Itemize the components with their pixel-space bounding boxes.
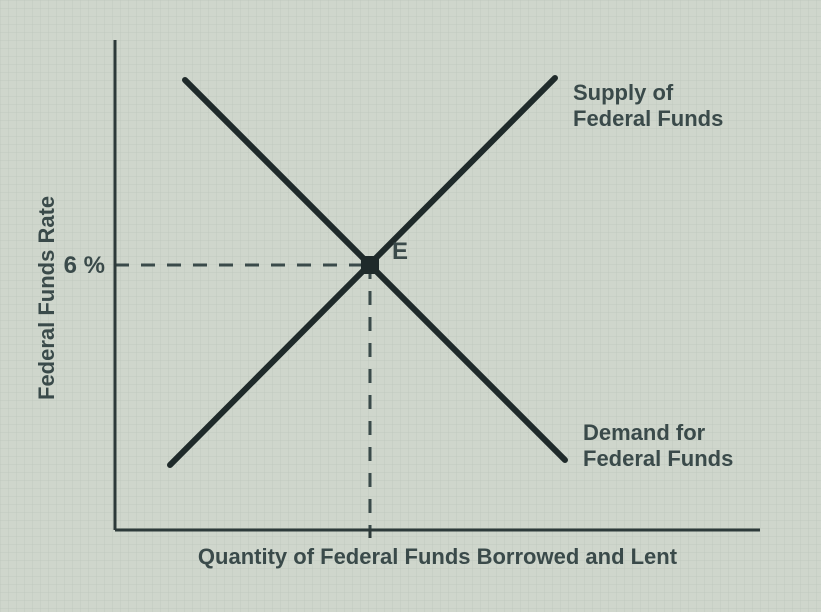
supply-label-line2: Federal Funds bbox=[573, 106, 723, 131]
y-tick-label: 6 % bbox=[64, 252, 105, 279]
supply-label-line1: Supply of bbox=[573, 80, 674, 105]
equilibrium-marker bbox=[361, 256, 379, 274]
x-axis-label: Quantity of Federal Funds Borrowed and L… bbox=[198, 544, 678, 569]
supply-demand-chart: 6 % E Supply of Federal Funds Demand for… bbox=[0, 0, 821, 612]
y-axis-label: Federal Funds Rate bbox=[34, 196, 60, 400]
demand-label-line1: Demand for bbox=[583, 420, 706, 445]
equilibrium-label: E bbox=[392, 238, 408, 265]
chart-stage: 6 % E Supply of Federal Funds Demand for… bbox=[0, 0, 821, 612]
demand-label-line2: Federal Funds bbox=[583, 446, 733, 471]
